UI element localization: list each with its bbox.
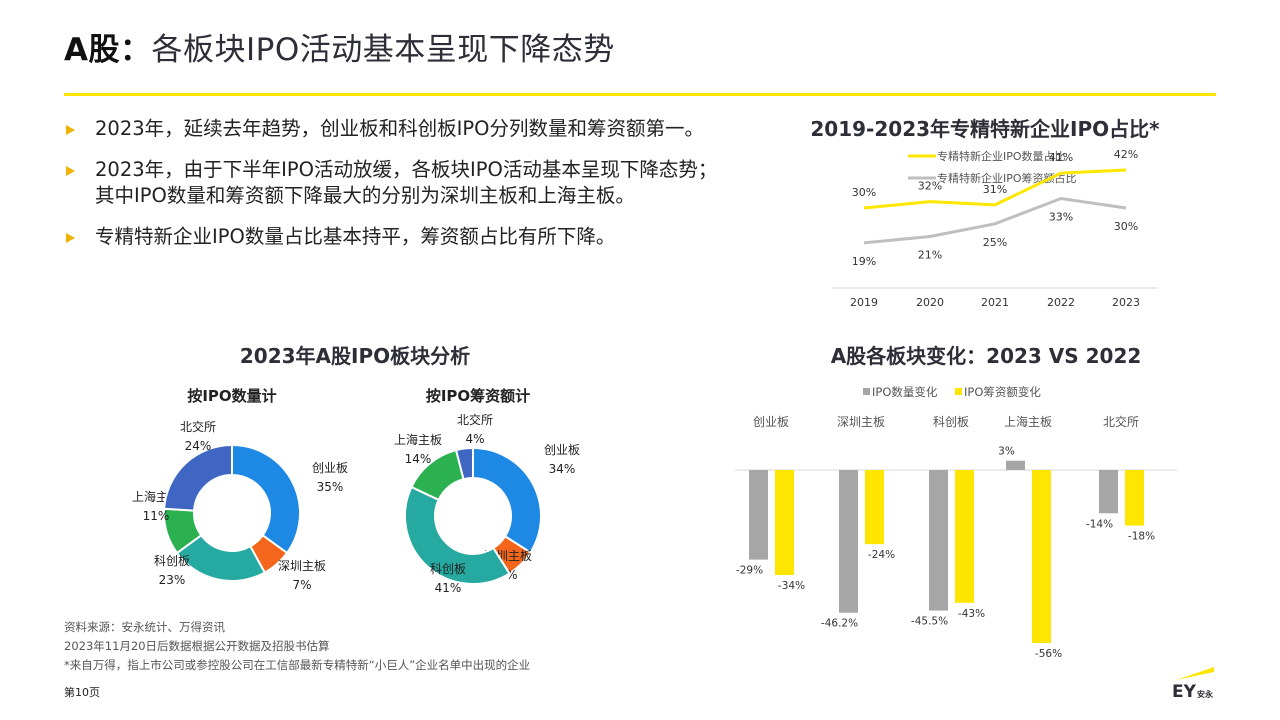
ey-logo-cn-text: 安永 <box>1197 689 1213 699</box>
bar-data-label: -29% <box>736 565 763 577</box>
line-data-label: 42% <box>1114 148 1138 161</box>
bar-legend-label: IPO数量变化 <box>872 385 938 399</box>
line-data-label: 19% <box>852 255 876 268</box>
line-data-label: 25% <box>983 236 1007 249</box>
bar-amount <box>1032 470 1051 643</box>
ey-logo-text: EY <box>1172 682 1197 702</box>
bar-amount <box>1125 470 1144 526</box>
bar-category-label: 上海主板 <box>1004 414 1052 429</box>
line-x-tick: 2022 <box>1047 296 1075 309</box>
amount-donut-slice <box>454 446 474 481</box>
count-donut-slice-name: 科创板 <box>154 554 190 568</box>
bar-data-label: -43% <box>958 608 985 620</box>
bar-count <box>1006 460 1025 470</box>
bar-data-label: -46.2% <box>821 618 858 630</box>
amount-donut-slice-value: 41% <box>435 581 462 595</box>
line-series-1 <box>863 168 1127 210</box>
definition-note: *来自万得，指上市公司或参控股公司在工信部最新专精特新“小巨人”企业名单中出现的… <box>64 658 531 672</box>
bar-count <box>749 470 768 560</box>
bar-legend-swatch <box>955 388 962 395</box>
triangle-bullet-icon <box>66 166 75 176</box>
amount-donut-slice <box>472 446 542 554</box>
amount-donut-slice-value: 14% <box>405 452 432 466</box>
bar-data-label: -56% <box>1035 648 1062 660</box>
bar-data-label: -34% <box>778 580 805 592</box>
line-data-label: 30% <box>1114 220 1138 233</box>
bar-count <box>929 470 948 611</box>
line-data-label: 30% <box>852 186 876 199</box>
bar-category-label: 科创板 <box>933 415 969 429</box>
bar-amount <box>865 470 884 545</box>
amount-donut-slice-value: 34% <box>549 462 576 476</box>
count-donut-slice-value: 35% <box>317 480 344 494</box>
amount-donut-slice-name: 北交所 <box>457 412 493 427</box>
count-donut-slice-name: 创业板 <box>312 461 348 475</box>
estimate-note: 2023年11月20日后数据根据公开数据及招股书估算 <box>64 639 330 653</box>
bar-amount <box>955 470 974 603</box>
triangle-bullet-icon <box>66 233 75 243</box>
bar-data-label: -14% <box>1086 518 1113 530</box>
line-data-label: 32% <box>918 180 942 193</box>
page-number: 第10页 <box>64 686 100 699</box>
bar-data-label: -24% <box>868 549 895 561</box>
bar-category-label: 北交所 <box>1103 414 1139 429</box>
triangle-bullet-icon <box>66 125 75 135</box>
source-note: 资料来源：安永统计、万得资讯 <box>64 620 225 634</box>
donut-section-title: 2023年A股IPO板块分析 <box>239 344 471 368</box>
line-series-2 <box>863 196 1127 245</box>
page-title: A股：各板块IPO活动基本呈现下降态势 <box>64 32 615 68</box>
bar-count <box>839 470 858 613</box>
count-donut-slice-name: 北交所 <box>180 419 216 434</box>
bar-data-label: 3% <box>998 446 1015 458</box>
count-donut-slice <box>231 443 301 555</box>
bullet-list: 2023年，延续去年趋势，创业板和科创板IPO分列数量和筹资额第一。 2023年… <box>64 116 724 265</box>
count-donut-slice <box>163 443 233 512</box>
line-x-tick: 2021 <box>981 296 1009 309</box>
amount-donut-slice-name: 科创板 <box>430 562 466 576</box>
line-x-tick: 2020 <box>916 296 944 309</box>
bar-legend-label: IPO筹资额变化 <box>964 385 1041 399</box>
ey-logo: EY 安永 <box>1172 667 1214 702</box>
bullet-item-2: 2023年，由于下半年IPO活动放缓，各板块IPO活动基本呈现下降态势；其中IP… <box>64 157 724 209</box>
bar-amount <box>775 470 794 576</box>
count-donut-slice-value: 7% <box>292 578 311 592</box>
amount-donut-slice-value: 4% <box>465 432 484 446</box>
line-data-label: 21% <box>918 249 942 262</box>
bar-data-label: -18% <box>1128 531 1155 543</box>
ey-logo-beam <box>1176 667 1214 680</box>
line-x-tick: 2019 <box>850 296 878 309</box>
count-donut-slice-value: 24% <box>185 439 212 453</box>
bar-data-label: -45.5% <box>911 616 948 628</box>
line-data-label: 33% <box>1049 211 1073 224</box>
bar-chart-title: A股各板块变化：2023 VS 2022 <box>830 344 1142 368</box>
amount-donut-slice <box>404 485 511 585</box>
bar-count <box>1099 470 1118 514</box>
line-legend-label: 专精特新企业IPO数量占比 <box>937 149 1066 163</box>
bullet-item-1: 2023年，延续去年趋势，创业板和科创板IPO分列数量和筹资额第一。 <box>64 116 724 142</box>
line-data-label: 31% <box>983 183 1007 196</box>
bar-category-label: 创业板 <box>753 415 789 429</box>
count-donut-slice-value: 11% <box>143 509 170 523</box>
line-chart-title: 2019-2023年专精特新企业IPO占比* <box>810 117 1160 141</box>
amount-donut-slice-name: 上海主板 <box>394 432 442 447</box>
bullet-item-3: 专精特新企业IPO数量占比基本持平，筹资额占比有所下降。 <box>64 224 724 250</box>
count-donut-slice-name: 深圳主板 <box>278 559 326 573</box>
donut-amount-subtitle: 按IPO筹资额计 <box>425 387 531 405</box>
line-x-tick: 2023 <box>1112 296 1140 309</box>
title-divider <box>64 93 1216 96</box>
amount-donut-slice-name: 创业板 <box>544 443 580 457</box>
bar-category-label: 深圳主板 <box>837 415 885 429</box>
count-donut-slice-value: 23% <box>159 573 186 587</box>
donut-count-subtitle: 按IPO数量计 <box>187 387 277 405</box>
bar-legend-swatch <box>863 388 870 395</box>
line-data-label: 41% <box>1049 151 1073 164</box>
